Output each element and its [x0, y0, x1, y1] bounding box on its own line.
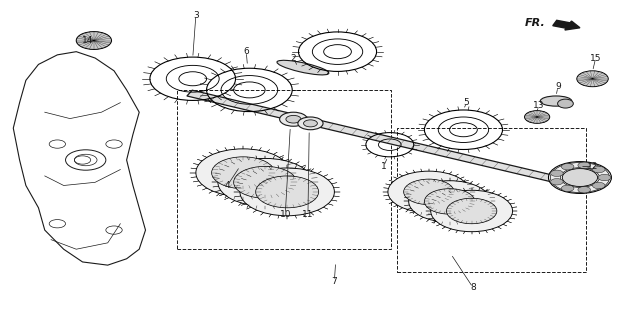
Circle shape: [562, 164, 574, 170]
Ellipse shape: [558, 99, 574, 108]
Circle shape: [211, 157, 274, 189]
Text: 4: 4: [225, 181, 230, 190]
Text: FR.: FR.: [524, 18, 545, 28]
Circle shape: [593, 182, 605, 189]
Text: 2: 2: [291, 53, 297, 62]
Text: 6: 6: [244, 47, 249, 56]
Circle shape: [551, 179, 563, 185]
Circle shape: [425, 189, 475, 214]
Polygon shape: [187, 90, 557, 182]
Text: 11: 11: [302, 210, 314, 219]
Circle shape: [388, 171, 469, 212]
Circle shape: [548, 162, 611, 194]
Text: 14: 14: [82, 36, 93, 45]
Text: 15: 15: [590, 53, 601, 62]
Circle shape: [76, 32, 112, 50]
FancyArrow shape: [553, 20, 580, 30]
Circle shape: [577, 71, 608, 87]
Circle shape: [298, 117, 323, 130]
Circle shape: [240, 168, 334, 216]
Text: 9: 9: [555, 82, 561, 91]
Text: 7: 7: [331, 276, 337, 285]
Circle shape: [551, 170, 563, 176]
Circle shape: [578, 187, 591, 193]
Circle shape: [562, 185, 574, 191]
Circle shape: [286, 116, 301, 123]
Circle shape: [218, 158, 312, 206]
Text: 8: 8: [470, 283, 476, 292]
Circle shape: [447, 198, 497, 224]
Circle shape: [562, 169, 598, 187]
Text: 10: 10: [280, 210, 291, 219]
Text: 5: 5: [464, 98, 469, 107]
Circle shape: [593, 166, 605, 173]
Ellipse shape: [277, 60, 329, 75]
Text: 13: 13: [533, 101, 545, 110]
Circle shape: [256, 176, 319, 208]
Circle shape: [598, 174, 611, 181]
Circle shape: [409, 181, 490, 222]
Circle shape: [578, 162, 591, 168]
Circle shape: [233, 166, 297, 198]
Circle shape: [524, 111, 550, 123]
Circle shape: [280, 112, 307, 126]
Circle shape: [431, 190, 512, 232]
Circle shape: [304, 120, 317, 127]
Circle shape: [196, 149, 290, 197]
Text: 1: 1: [380, 162, 386, 171]
Text: 12: 12: [587, 162, 598, 171]
Circle shape: [404, 179, 454, 204]
Ellipse shape: [540, 96, 572, 106]
Text: 3: 3: [193, 11, 199, 20]
